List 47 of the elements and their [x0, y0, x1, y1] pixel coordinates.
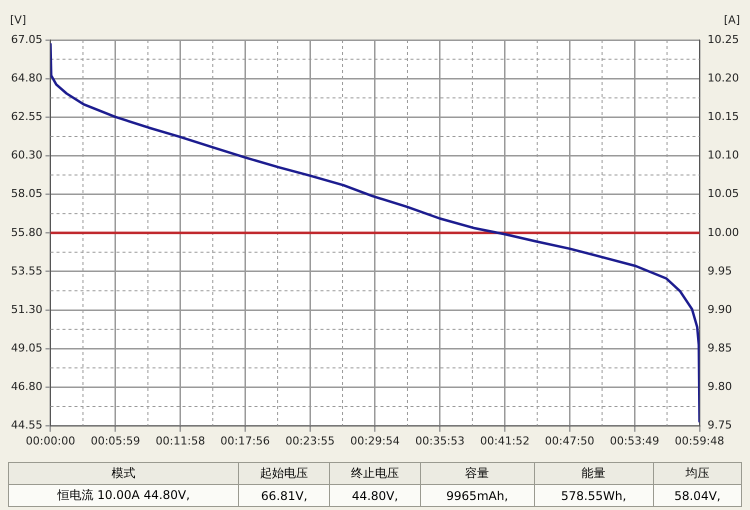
y-tick-label: 67.05: [10, 32, 42, 46]
y2-tick-label: 10.10: [708, 148, 740, 162]
y-tick-label: 46.80: [10, 380, 42, 394]
text: 容量: [420, 462, 534, 484]
x-tick-label: 00:05:59: [90, 434, 140, 448]
y2-tick-label: 9.90: [708, 302, 732, 316]
y2-tick-label: 9.75: [708, 418, 732, 432]
y2-axis-title: [A]: [724, 13, 740, 26]
x-tick-label: 00:41:52: [480, 434, 530, 448]
text: 终止电压: [330, 462, 420, 484]
y-tick-label: 60.30: [10, 148, 42, 162]
x-tick-label: 00:59:48: [674, 434, 724, 448]
text: 578.55Wh,: [534, 484, 654, 506]
y-tick-label: 55.80: [10, 226, 42, 239]
text: 模式: [8, 462, 239, 484]
y2-tick-label: 10.20: [708, 71, 740, 84]
x-tick-label: 00:35:53: [415, 434, 465, 448]
y-axis-title: [V]: [10, 13, 26, 26]
x-tick-label: 00:23:55: [285, 434, 335, 448]
y-tick-label: 62.55: [10, 110, 42, 124]
x-tick-label: 00:29:54: [350, 434, 400, 448]
y-tick-label: 53.55: [10, 264, 42, 278]
y-tick-label: 44.55: [10, 418, 42, 432]
y2-tick-label: 10.00: [708, 226, 740, 239]
x-tick-label: 00:53:49: [610, 434, 660, 448]
text: 44.80V,: [330, 484, 420, 506]
y2-tick-label: 10.15: [708, 110, 740, 124]
y2-tick-label: 9.95: [708, 264, 732, 278]
text: 均压: [653, 462, 742, 484]
y-tick-label: 64.80: [10, 71, 42, 84]
y-tick-label: 51.30: [10, 302, 42, 316]
y2-tick-label: 9.85: [708, 342, 732, 354]
x-tick-label: 00:17:56: [220, 434, 270, 448]
text: 66.81V,: [238, 484, 330, 506]
text: 起始电压: [238, 462, 330, 484]
x-tick-label: 00:00:00: [26, 434, 76, 448]
text: 能量: [534, 462, 654, 484]
text: 恒电流 10.00A 44.80V,: [8, 484, 239, 506]
x-tick-label: 00:11:58: [156, 434, 206, 448]
y2-tick-label: 10.05: [708, 187, 740, 200]
y-tick-label: 58.05: [10, 187, 42, 200]
y2-tick-label: 9.80: [708, 380, 732, 394]
x-tick-label: 00:47:50: [544, 434, 594, 448]
text: 9965mAh,: [420, 484, 534, 506]
text: 58.04V,: [653, 484, 742, 506]
y-tick-label: 49.05: [10, 342, 42, 354]
y2-tick-label: 10.25: [708, 32, 740, 46]
